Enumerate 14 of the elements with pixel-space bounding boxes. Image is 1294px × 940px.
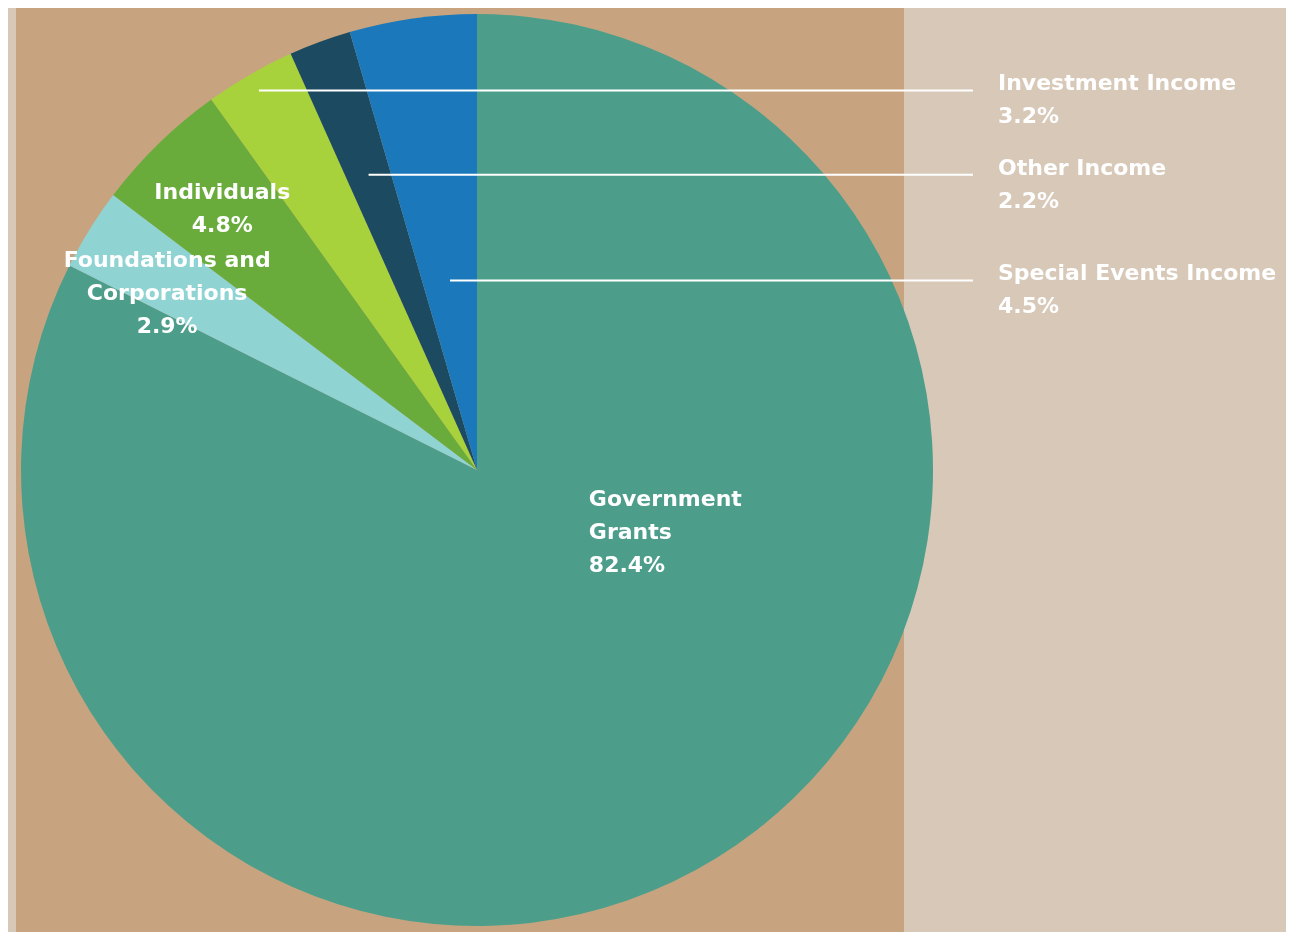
data-label: 2.9% — [136, 313, 198, 339]
pie-slice — [21, 14, 933, 926]
slice-label: Government Grants — [588, 486, 743, 545]
data-label: 2.2% — [998, 187, 1060, 213]
pie-slice — [290, 32, 477, 470]
slice-label: Other Income — [998, 154, 1167, 180]
data-label: 82.4% — [588, 552, 666, 578]
slice-label: Investment Income — [998, 70, 1237, 96]
slice-label: Special Events Income — [998, 260, 1277, 286]
data-label: 3.2% — [998, 103, 1060, 129]
data-label: 4.8% — [191, 211, 253, 237]
data-label: 4.5% — [998, 293, 1060, 319]
slice-label: Individuals — [154, 178, 291, 204]
pie-slice — [349, 14, 477, 470]
